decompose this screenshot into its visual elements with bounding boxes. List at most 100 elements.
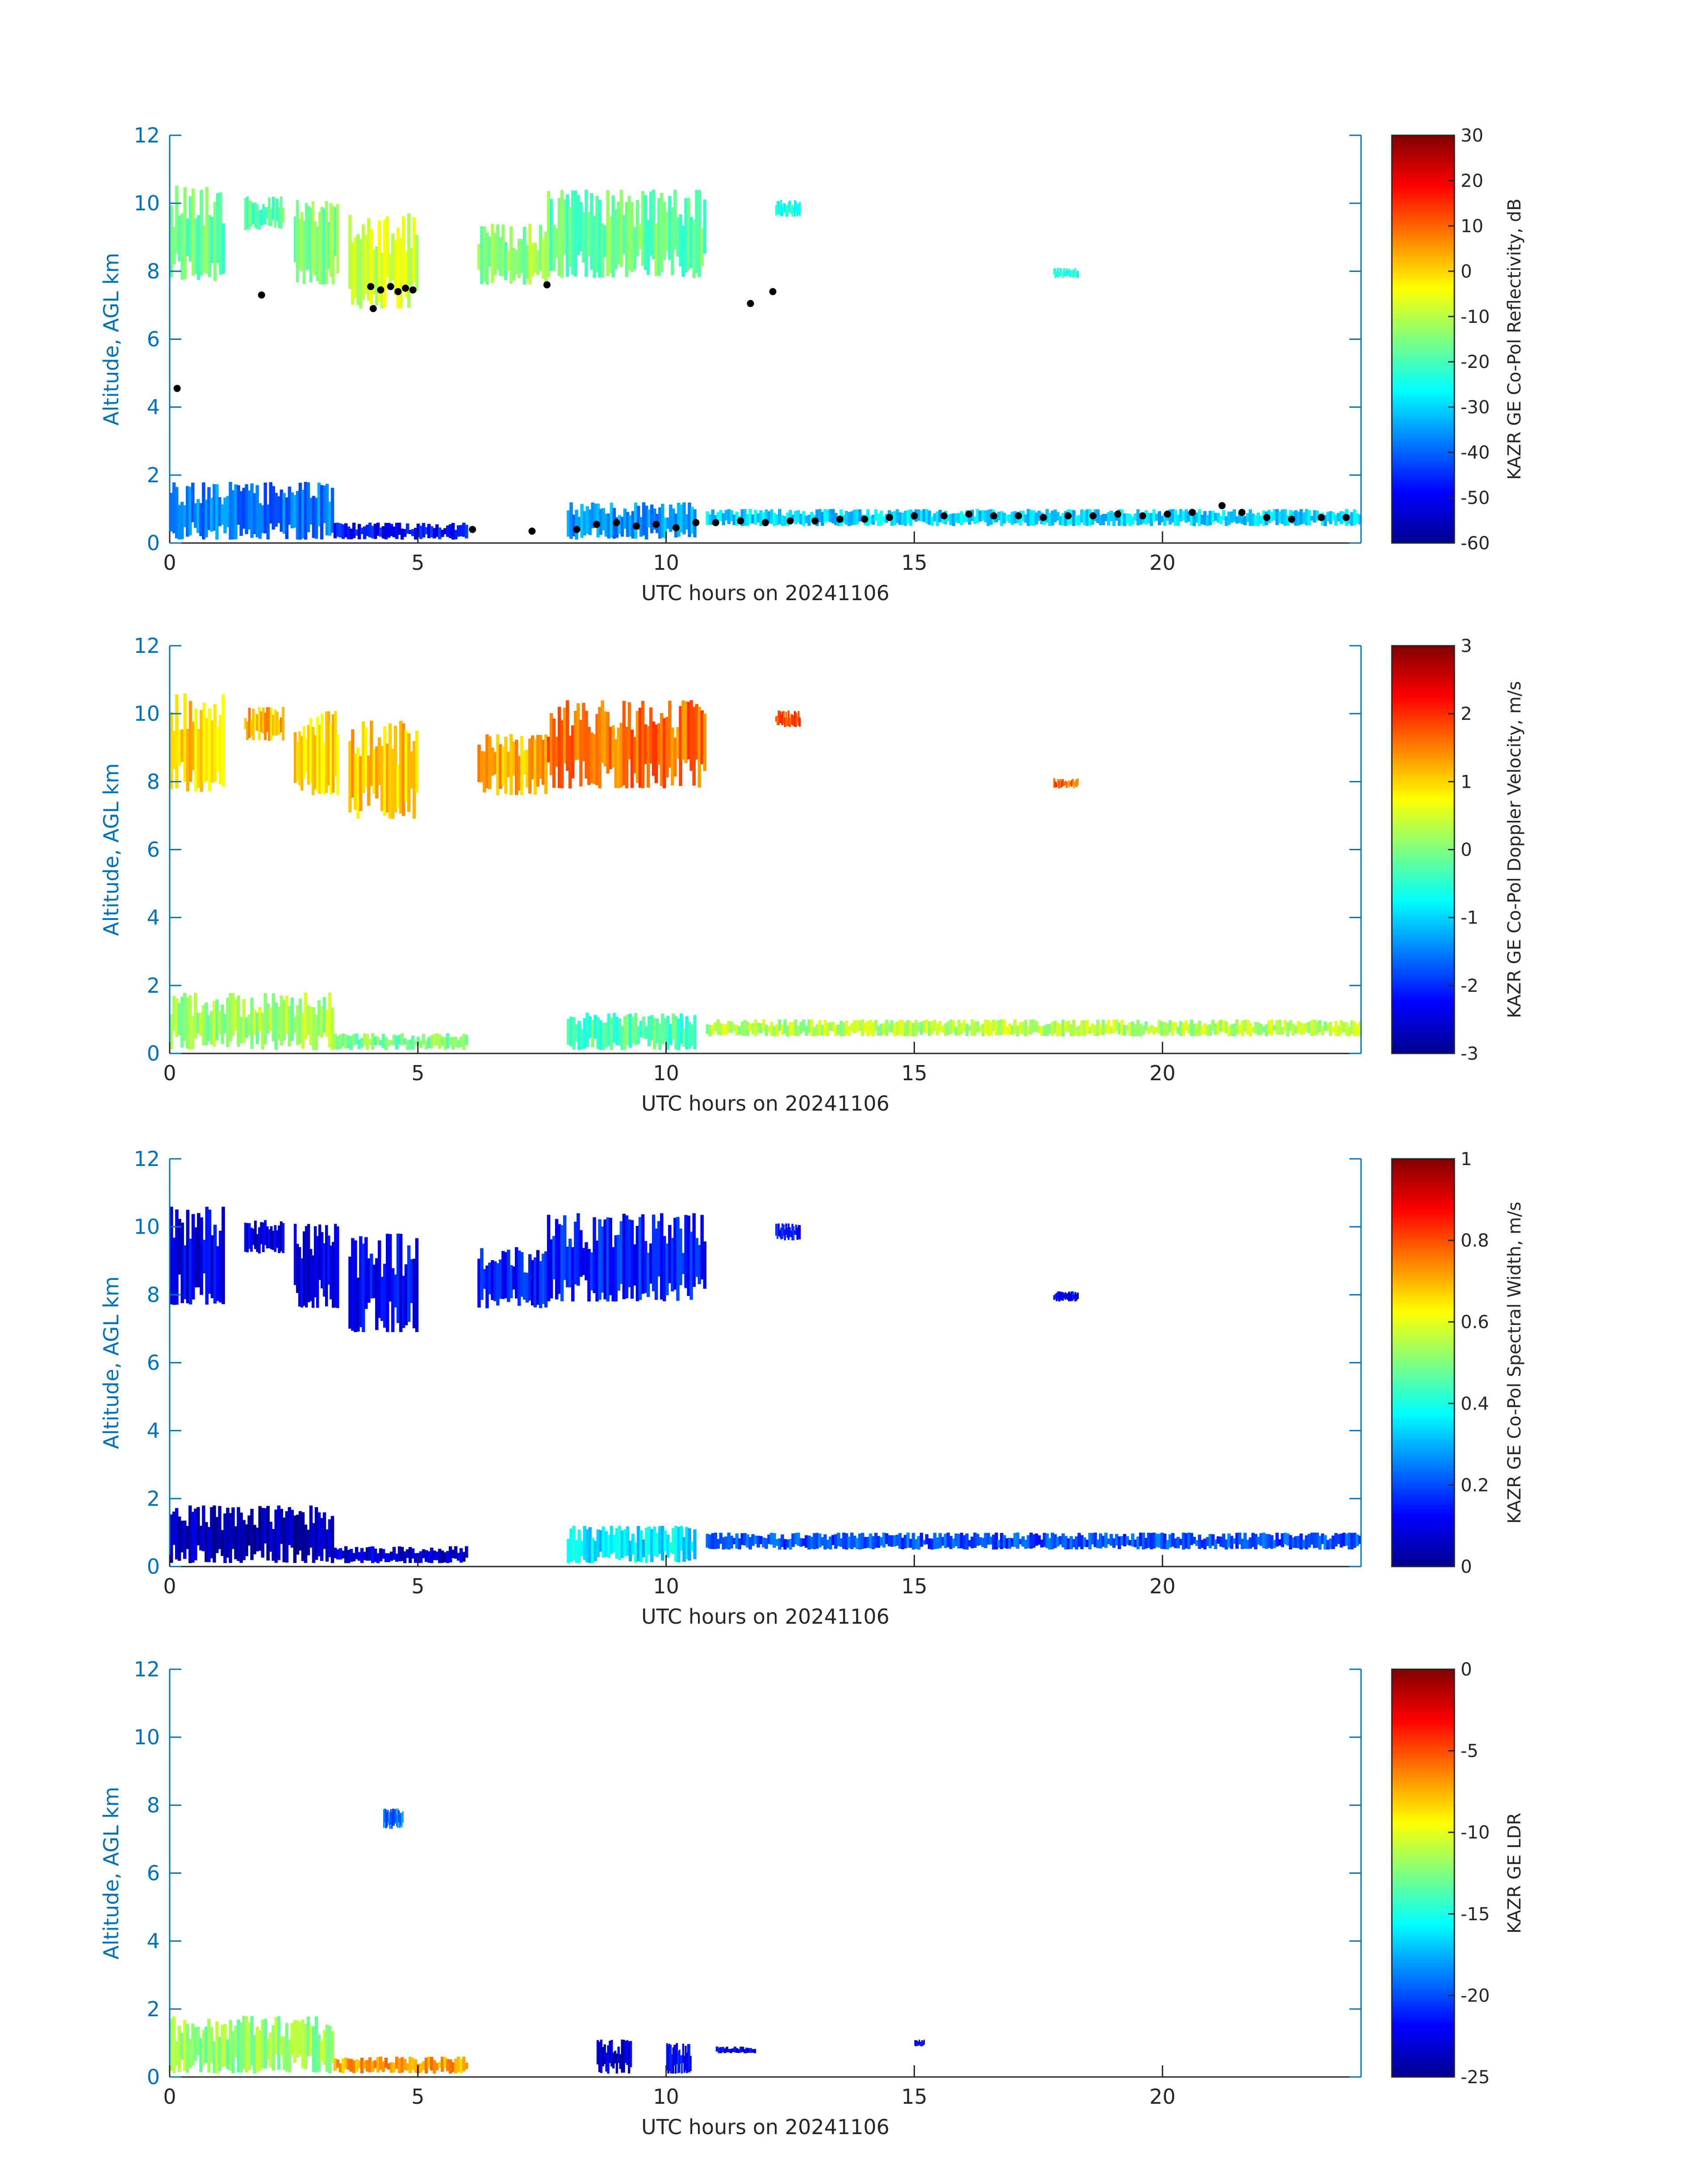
cloud-column (373, 523, 377, 539)
cloud-column (748, 1537, 752, 1550)
cloud-column (375, 746, 379, 799)
cloud-column (1163, 1534, 1167, 1549)
cloud-column (842, 1022, 846, 1036)
cloud-column (1249, 509, 1252, 526)
cloud-column (386, 744, 389, 813)
cloud-column (1067, 1293, 1069, 1300)
cloud-column (607, 1535, 611, 1558)
colorbar-label: KAZR GE Co-Pol Doppler Velocity, m/s (1504, 681, 1525, 1018)
cloud-column (1070, 1291, 1073, 1301)
cloud-column (730, 510, 733, 521)
colorbar-tick-label: 20 (1461, 171, 1483, 191)
cloud-column (1353, 509, 1357, 526)
cloud-column (684, 1215, 688, 1288)
cloud-column (290, 997, 294, 1041)
cloud-column (695, 1238, 698, 1277)
cloud-column (668, 701, 672, 768)
cloud-column (325, 711, 328, 793)
cloud-column (1074, 1292, 1077, 1302)
cloud-column (622, 1214, 626, 1300)
cloud-column (393, 1809, 395, 1826)
cloud-column (617, 727, 621, 789)
cloud-column (790, 714, 792, 724)
cloud-column (645, 1026, 648, 1039)
cloud-column (938, 1533, 942, 1548)
cloud-column (1027, 1535, 1030, 1548)
cloud-column (818, 1020, 822, 1036)
cloud-column (665, 1243, 669, 1295)
cloud-column (874, 509, 878, 521)
cloud-column (258, 1506, 262, 1551)
cloud-column (786, 1539, 789, 1548)
cloud-column (935, 511, 940, 526)
cloud-column (1147, 1027, 1151, 1034)
cloud-column (658, 1526, 662, 1554)
cloud-column (1286, 515, 1290, 526)
cloud-column (740, 1533, 744, 1545)
cloud-column (1203, 1023, 1207, 1035)
cloud-column (306, 1529, 310, 1555)
cloud-column (622, 2039, 625, 2073)
cloud-column (1184, 509, 1188, 523)
cloud-column (1059, 1291, 1061, 1301)
cloud-column (1115, 1020, 1119, 1031)
cloud-column (1053, 510, 1057, 522)
cloud-column (1321, 1025, 1324, 1036)
cloud-column (322, 1512, 326, 1549)
cloud-column (1251, 1027, 1255, 1032)
cloud-column (740, 1021, 744, 1036)
cloud-column (263, 2018, 267, 2069)
cloud-column (278, 207, 281, 228)
cloud-column (422, 2061, 426, 2070)
cloud-column (280, 717, 283, 732)
cloud-column (599, 509, 603, 535)
cloud-column (877, 514, 881, 526)
cloud-column (882, 516, 886, 523)
cloud-column (301, 1013, 305, 1049)
cloud-column (1254, 1534, 1257, 1550)
cloud-column (430, 1547, 434, 1563)
cloud-column (1238, 1024, 1241, 1034)
cloud-column (386, 1812, 388, 1827)
cloud-column (1259, 516, 1263, 524)
cloud-column (332, 1242, 335, 1308)
cloud-column (1160, 516, 1164, 522)
cloud-column (253, 1525, 256, 1554)
cloud-column (239, 1016, 243, 1044)
cloud-column (256, 1234, 259, 1252)
cloud-column (615, 517, 619, 538)
cloud-column (1235, 516, 1239, 524)
cloud-column (526, 1273, 529, 1303)
cloud-column (585, 189, 588, 277)
cloud-column (1061, 1292, 1063, 1301)
cloud-column (609, 2040, 611, 2063)
cloud-column (1029, 510, 1033, 526)
cloud-column (459, 1548, 463, 1563)
cloud-column (708, 1534, 712, 1549)
cloud-column (242, 999, 246, 1043)
cloud-column (1222, 1534, 1226, 1548)
cloud-column (1056, 1293, 1058, 1301)
cloud-column (356, 747, 360, 819)
cloud-column (247, 2022, 251, 2071)
cloud-column (200, 190, 203, 276)
cloud-column (223, 1014, 227, 1033)
cloud-column (387, 2063, 391, 2070)
cloud-column (272, 196, 275, 220)
cloud-column (733, 2047, 736, 2053)
cloud-column (397, 2058, 401, 2073)
cloud-column (409, 248, 413, 286)
cloud-column (213, 202, 217, 281)
cloud-column (638, 707, 642, 788)
cloud-column (749, 2048, 752, 2053)
colorbar-tick-label: 1 (1461, 1149, 1472, 1170)
cloud-column (322, 997, 326, 1032)
cloud-column (221, 2025, 224, 2067)
cloud-column (890, 1020, 894, 1033)
cloud-column (385, 1809, 387, 1829)
cloud-column (336, 1036, 340, 1050)
cloud-column (237, 1507, 240, 1561)
cloud-column (773, 1533, 776, 1548)
cloud-column (799, 514, 803, 525)
cloud-column (1104, 1533, 1108, 1548)
